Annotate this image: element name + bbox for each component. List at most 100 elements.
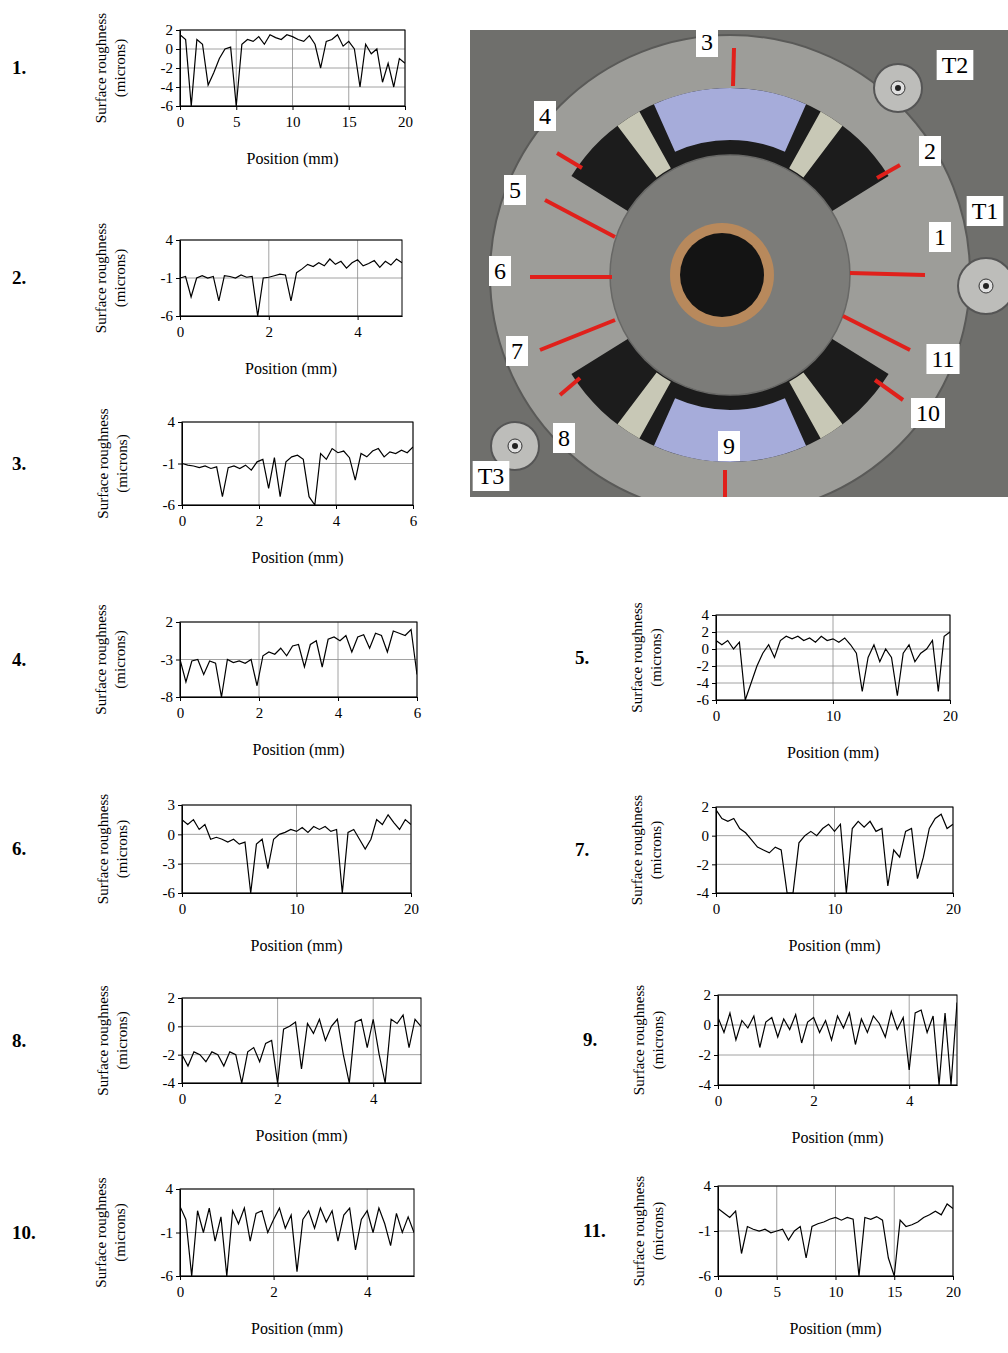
y-axis-title: Surface roughness(microns) (95, 408, 131, 519)
tick-group: -8 (161, 689, 181, 705)
tick-label: 0 (177, 705, 185, 721)
tick (176, 106, 180, 107)
tick-label: 2 (266, 324, 274, 340)
y-axis: -6-14 (163, 414, 183, 513)
grid-line (718, 1231, 953, 1232)
tick-group: -6 (161, 1268, 181, 1284)
insert (789, 111, 842, 177)
tick (176, 278, 180, 279)
y-axis-title: Surface roughness(microns) (629, 602, 665, 713)
y-axis: -8-32 (161, 614, 181, 705)
tick (712, 864, 716, 865)
x-axis-title: Position (mm) (251, 1320, 343, 1338)
panel: 024-6-142.Surface roughness(microns)Posi… (12, 223, 403, 378)
tick-group: 0 (713, 700, 721, 724)
tick-label: 4 (702, 607, 710, 623)
plot-frame (180, 30, 405, 106)
grid-line (716, 649, 950, 650)
x-axis-title: Position (mm) (250, 937, 342, 955)
bolt-hole (508, 439, 522, 453)
tick-label: 6 (410, 513, 418, 529)
tick-group: 5 (233, 106, 241, 130)
plot-frame (716, 615, 950, 700)
tick (358, 316, 359, 320)
panel: 024-4-2028.Surface roughness(microns)Pos… (12, 985, 422, 1145)
y-axis-title-line: (microns) (650, 1202, 667, 1260)
y-axis-title: Surface roughness(microns) (631, 985, 667, 1096)
plot-area (180, 1189, 414, 1276)
panel-number: 1. (12, 57, 26, 78)
tick-group: 0 (179, 505, 187, 529)
tick (373, 1083, 374, 1087)
tick-group: 0 (177, 316, 185, 340)
axis-line (180, 31, 181, 107)
tick-group: 4 (335, 697, 343, 721)
tick (714, 995, 718, 996)
tick (178, 422, 182, 423)
photo (470, 30, 1008, 497)
tick (894, 1276, 895, 1280)
y-axis-title-line: (microns) (648, 628, 665, 686)
tick-group: -4 (699, 1077, 719, 1093)
tick (176, 68, 180, 69)
outer-ring (490, 35, 970, 497)
label-text: T1 (972, 198, 999, 224)
bolt-dot (983, 283, 989, 289)
tick-group: 2 (256, 505, 264, 529)
tick-label: -4 (697, 885, 710, 901)
tick-group: 2 (274, 1083, 282, 1107)
plot-frame (180, 622, 417, 697)
photo-label: T1 (967, 196, 1004, 226)
tick-group: -1 (161, 270, 181, 286)
tick-group: 4 (906, 1085, 914, 1109)
bearing (490, 35, 970, 497)
tick-group: -2 (697, 658, 717, 674)
tick-label: 10 (286, 114, 301, 130)
tick-label: 20 (398, 114, 413, 130)
y-axis: -4-202 (697, 799, 717, 901)
tick (712, 649, 716, 650)
tick (259, 697, 260, 701)
label-text: 10 (916, 400, 940, 426)
tick-label: -1 (161, 1225, 174, 1241)
y-axis-title: Surface roughness(microns) (93, 1177, 129, 1288)
label-text: 3 (701, 29, 713, 55)
x-axis-title: Position (mm) (251, 549, 343, 567)
y-axis-title-line: Surface roughness (93, 1177, 109, 1288)
y-axis-title-line: (microns) (112, 39, 129, 97)
tick-label: 2 (702, 624, 710, 640)
tick-label: 6 (414, 705, 422, 721)
y-axis-title-line: (microns) (114, 1011, 131, 1069)
profile-line (180, 259, 402, 316)
panel-number: 11. (583, 1220, 606, 1241)
y-axis-title-line: (microns) (112, 630, 129, 688)
profile-line (180, 1206, 414, 1276)
axis-line (182, 423, 183, 506)
photo-label: 3 (696, 27, 718, 57)
label-text: 6 (494, 258, 506, 284)
tick (953, 893, 954, 897)
tick (176, 697, 180, 698)
grid-line (277, 998, 278, 1083)
bolt-head (874, 64, 922, 112)
figure: 05101520-6-4-2021.Surface roughness(micr… (0, 0, 1008, 1353)
tick-group: 0 (177, 697, 185, 721)
tick (178, 1083, 182, 1084)
grid-line (718, 1025, 957, 1026)
label-box (718, 431, 740, 461)
tick-label: 4 (370, 1091, 378, 1107)
tick (293, 106, 294, 110)
tick-label: 2 (166, 22, 174, 38)
panel-number: 10. (12, 1222, 36, 1243)
tick-group: 0 (168, 1019, 183, 1035)
grid (182, 805, 411, 893)
label-text: T3 (478, 463, 505, 489)
y-axis-title-line: Surface roughness (95, 794, 111, 905)
profile-line (182, 1015, 421, 1083)
tick (176, 240, 180, 241)
y-axis-title: Surface roughness(microns) (93, 223, 129, 334)
label-text: 4 (539, 103, 551, 129)
y-axis-title: Surface roughness(microns) (95, 794, 131, 905)
tick (413, 505, 414, 509)
tick-group: 0 (713, 893, 721, 917)
